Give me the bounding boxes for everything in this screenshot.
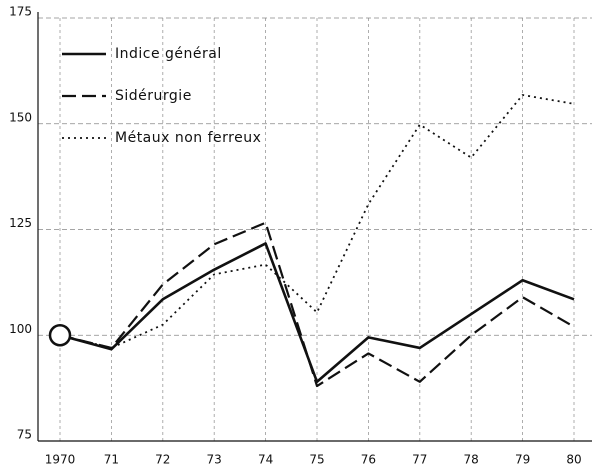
- x-tick-label: 80: [566, 453, 581, 467]
- start-marker: [48, 324, 72, 347]
- legend-label: Métaux non ferreux: [115, 130, 261, 146]
- series-line: [59, 94, 575, 349]
- legend-label: Indice général: [115, 46, 222, 62]
- x-tick-label: 1970: [45, 453, 76, 467]
- x-tick-label: 72: [155, 453, 170, 467]
- x-tick-label: 78: [464, 453, 479, 467]
- y-tick-label: 125: [9, 216, 32, 230]
- y-tick-label: 150: [9, 110, 32, 124]
- x-tick-label: 76: [361, 453, 376, 467]
- y-tick-label: 100: [9, 322, 32, 336]
- x-tick-label: 77: [412, 453, 427, 467]
- y-tick-label: 75: [17, 428, 32, 442]
- series-line: [59, 221, 575, 388]
- x-tick-label: 79: [515, 453, 530, 467]
- x-tick-label: 75: [309, 453, 324, 467]
- legend-label: Sidérurgie: [115, 88, 192, 104]
- x-tick-label: 73: [207, 453, 222, 467]
- series-line: [59, 242, 575, 384]
- x-tick-label: 71: [104, 453, 119, 467]
- x-tick-label: 74: [258, 453, 273, 467]
- y-tick-label: 175: [9, 5, 32, 19]
